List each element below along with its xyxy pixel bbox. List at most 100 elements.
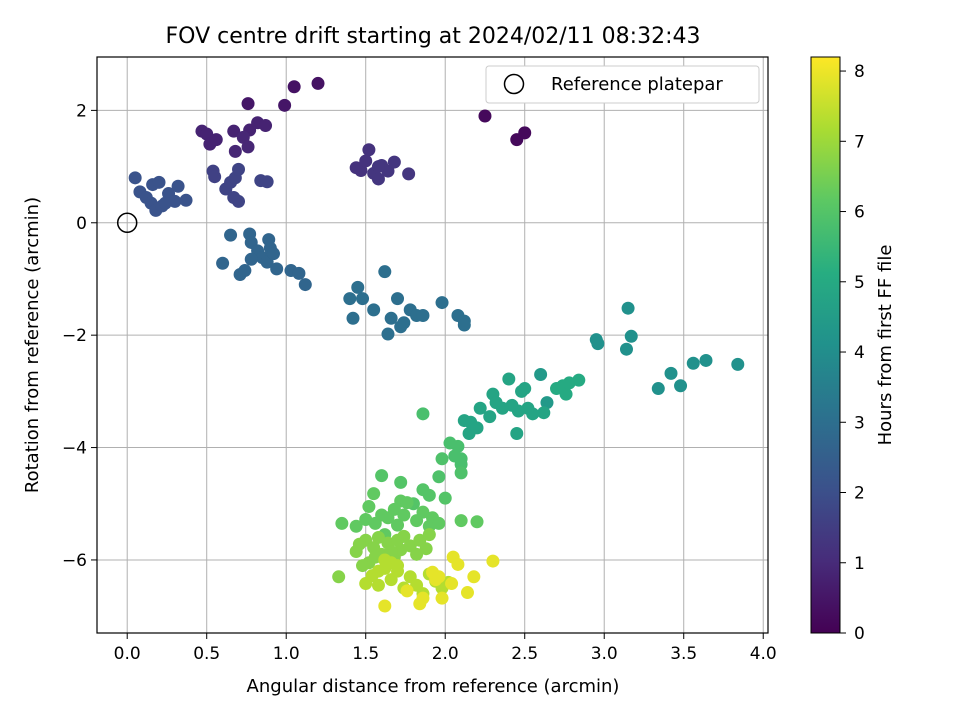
data-point (311, 76, 325, 90)
data-points (128, 76, 745, 613)
data-point (216, 256, 230, 270)
data-point (674, 379, 688, 393)
data-point (534, 368, 548, 382)
colorbar-tick-label: 5 (854, 273, 865, 293)
data-point (367, 303, 381, 317)
colorbar-tick-label: 1 (854, 554, 865, 574)
plot-frame (96, 56, 769, 634)
data-point (260, 175, 274, 189)
data-point (228, 144, 242, 158)
x-axis-ticks: 0.0 0.5 1.0 1.5 2.0 2.5 3.0 3.5 4.0 (114, 633, 777, 664)
data-point (384, 311, 398, 325)
data-point (400, 496, 414, 510)
data-point (387, 155, 401, 169)
data-point (278, 98, 292, 112)
colorbar-tick-label: 3 (854, 413, 865, 433)
data-point (510, 427, 524, 441)
data-point (391, 292, 405, 306)
data-point (731, 357, 745, 371)
data-point (343, 292, 357, 306)
data-point (402, 167, 416, 181)
data-point (489, 396, 503, 410)
reference-marker (116, 212, 138, 234)
data-point (241, 97, 255, 111)
data-point (270, 262, 284, 276)
data-point (397, 508, 411, 522)
colorbar: 0 1 2 3 4 5 6 7 8 Hours from first FF file (810, 56, 896, 644)
data-point (416, 505, 430, 519)
data-point (292, 266, 306, 280)
colorbar-tick-label: 8 (854, 62, 865, 82)
colorbar-ticks: 0 1 2 3 4 5 6 7 8 (840, 62, 865, 644)
colorbar-tick-label: 2 (854, 484, 865, 504)
y-tick-label: 0 (76, 214, 87, 234)
data-point (332, 570, 346, 584)
x-tick-label: 3.5 (670, 644, 697, 664)
data-point (371, 564, 385, 578)
x-axis-label: Angular distance from reference (arcmin) (247, 676, 620, 697)
data-point (391, 518, 405, 532)
data-point (238, 264, 252, 278)
data-point (356, 292, 370, 306)
data-point (686, 356, 700, 370)
data-point (351, 280, 365, 294)
data-point (244, 252, 258, 266)
data-point (152, 175, 166, 189)
data-point (352, 537, 366, 551)
data-point (699, 353, 713, 367)
data-point (457, 414, 471, 428)
colorbar-tick-label: 6 (854, 203, 865, 223)
data-point (486, 554, 500, 568)
y-tick-label: −6 (62, 551, 87, 571)
data-point (362, 500, 376, 514)
x-tick-label: 0.5 (193, 644, 220, 664)
legend: Reference platepar (485, 65, 760, 104)
data-point (470, 421, 484, 435)
data-point (368, 516, 382, 530)
data-point (387, 502, 401, 516)
data-point (540, 396, 554, 410)
data-point (416, 591, 430, 605)
data-point (400, 584, 414, 598)
data-point (518, 126, 532, 140)
data-point (432, 516, 446, 530)
data-point (209, 133, 223, 147)
data-point (467, 570, 481, 584)
data-point (346, 311, 360, 325)
data-point (356, 559, 370, 573)
x-tick-label: 1.0 (273, 644, 300, 664)
data-point (158, 196, 172, 210)
reference-point-marker (116, 212, 138, 234)
data-point (375, 469, 389, 483)
data-point (410, 547, 424, 561)
data-point (473, 401, 487, 415)
data-point (227, 124, 241, 138)
data-point (224, 228, 238, 242)
data-point (478, 109, 492, 123)
x-tick-label: 4.0 (750, 644, 777, 664)
grid-lines (97, 57, 768, 633)
data-point (349, 519, 363, 533)
data-point (381, 327, 395, 341)
data-point (394, 475, 408, 489)
data-point (371, 160, 385, 174)
y-tick-label: 2 (76, 101, 87, 121)
x-tick-label: 0.0 (114, 644, 141, 664)
data-point (367, 487, 381, 501)
y-axis-label: Rotation from reference (arcmin) (22, 197, 43, 493)
data-point (371, 578, 385, 592)
data-point (624, 329, 638, 343)
x-tick-label: 2.0 (432, 644, 459, 664)
colorbar-label: Hours from first FF file (875, 245, 896, 446)
data-point (208, 170, 222, 184)
data-point (416, 308, 430, 322)
data-point (241, 140, 255, 154)
x-tick-label: 2.5 (511, 644, 538, 664)
data-point (232, 162, 246, 176)
data-point (454, 466, 468, 480)
data-point (502, 372, 516, 386)
data-point (460, 586, 474, 600)
data-point (362, 143, 376, 157)
data-point (445, 577, 459, 591)
data-point (298, 278, 312, 292)
